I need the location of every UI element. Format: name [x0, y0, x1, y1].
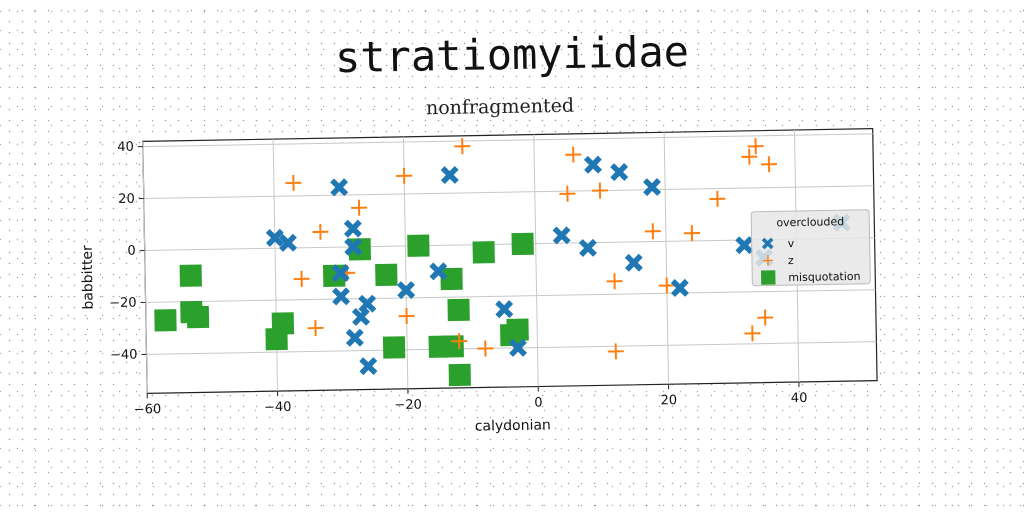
- x-tick-label: −60: [134, 402, 162, 417]
- legend-entry-label: v: [788, 237, 795, 250]
- legend-marker-misquotation: [761, 270, 776, 285]
- x-tick-label: −40: [264, 400, 292, 415]
- scatter-point-misquotation: [506, 319, 528, 341]
- scatter-point-misquotation: [511, 233, 533, 255]
- x-tick-label: 20: [660, 393, 677, 408]
- y-tick-label: 20: [118, 192, 135, 207]
- x-tick-label: 40: [791, 391, 808, 406]
- y-tick-label: −20: [109, 296, 137, 311]
- y-axis-label: babbitter: [80, 245, 97, 310]
- x-tick-label: 0: [534, 395, 543, 410]
- x-tick-label: −20: [394, 398, 422, 413]
- legend-title: overclouded: [776, 215, 844, 229]
- y-tick-label: 40: [117, 140, 134, 155]
- scatter-point-misquotation: [407, 235, 429, 257]
- y-tick-label: 0: [127, 244, 136, 259]
- scatter-point-misquotation: [272, 312, 294, 334]
- x-axis-label: calydonian: [475, 417, 551, 434]
- scatter-point-misquotation: [473, 241, 495, 263]
- scatter-point-misquotation: [447, 299, 469, 321]
- legend-entry-label: misquotation: [788, 270, 861, 284]
- scatter-point-misquotation: [383, 336, 405, 358]
- scatter-point-misquotation: [187, 306, 209, 328]
- scatter-point-misquotation: [154, 309, 176, 331]
- legend: overclouded vz misquotation: [751, 210, 870, 286]
- y-tick-label: −40: [110, 348, 138, 363]
- scatter-point-misquotation: [375, 264, 397, 286]
- scatter-point-misquotation: [449, 364, 471, 386]
- legend-entry-label: z: [788, 254, 794, 267]
- scatter-point-misquotation: [180, 264, 202, 286]
- scatter-point-misquotation: [442, 335, 464, 357]
